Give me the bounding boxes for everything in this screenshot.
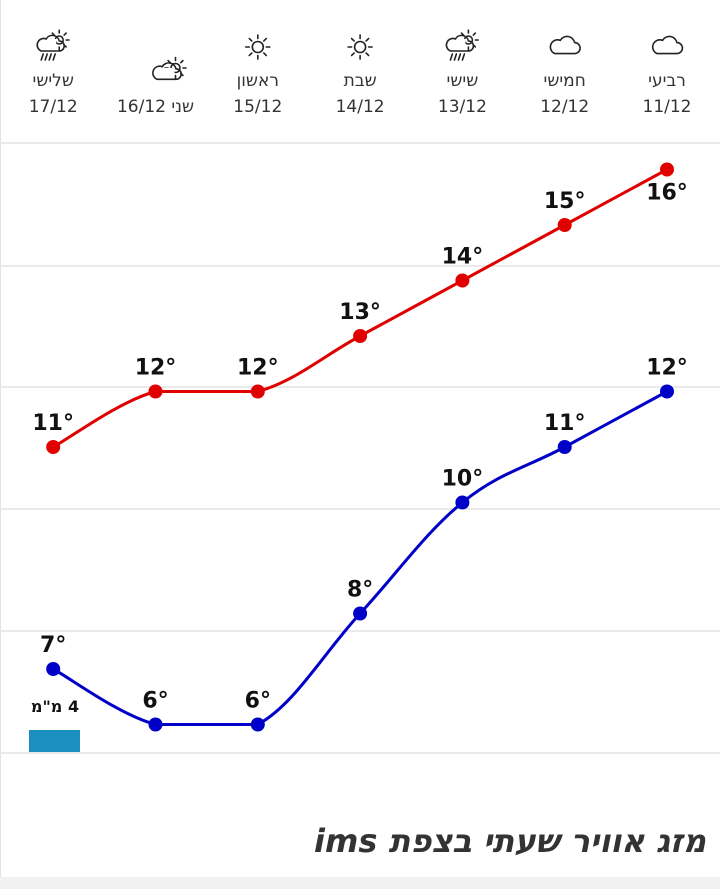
min-temp-point — [455, 495, 470, 510]
min-temp-label: 12° — [646, 356, 688, 381]
min-temp-point — [46, 662, 61, 676]
max-temp-label: 16° — [646, 181, 688, 206]
day-name: ראשון — [237, 71, 279, 91]
min-temp-point — [660, 384, 674, 399]
day-column: חמישי 12/12 — [540, 35, 589, 117]
section-title: מזג אוויר שעתי בצפת ims — [314, 822, 706, 860]
min-temp-label: 11° — [544, 411, 586, 436]
day-column: רביעי 11/12 — [643, 35, 692, 117]
cloud-icon — [651, 35, 684, 55]
max-temp-point — [250, 384, 265, 399]
sun-icon — [244, 34, 271, 60]
day-name: שישי — [447, 71, 479, 91]
data-points — [46, 162, 674, 732]
max-temp-point — [557, 218, 572, 232]
max-temp-label: 15° — [544, 189, 586, 214]
max-temp-point — [660, 162, 674, 177]
rain-bar — [29, 730, 80, 752]
max-temp-label: 14° — [442, 245, 484, 270]
max-temp-point — [148, 384, 163, 399]
rain-bars: 4 מ"מ — [29, 697, 80, 752]
sun-cloud-rain-icon — [445, 29, 479, 61]
day-date: 11/12 — [643, 97, 692, 117]
bottom-strip — [0, 877, 720, 889]
min-temp-label: 10° — [442, 467, 484, 492]
day-name: שבת — [344, 71, 377, 91]
max-temp-label: 12° — [237, 356, 279, 381]
series-lines — [52, 168, 668, 726]
min-temp-line — [52, 390, 668, 726]
min-temp-label: 7° — [40, 633, 66, 658]
day-name: שלישי — [33, 71, 74, 91]
day-column: ראשון 15/12 — [233, 34, 282, 117]
forecast-chart: רביעי 11/12 חמישי 12/12 שישי 13/12 שבת 14/12 ראש… — [0, 29, 720, 754]
day-date: 13/12 — [438, 97, 487, 117]
max-temp-point — [455, 273, 470, 288]
min-temp-point — [148, 717, 163, 732]
max-temp-label: 11° — [32, 411, 74, 436]
min-temp-point — [557, 440, 572, 454]
min-temp-label: 6° — [142, 689, 168, 714]
max-temp-label: 13° — [339, 300, 381, 325]
day-name: רביעי — [648, 71, 686, 91]
day-column: שני 16/12 — [117, 56, 194, 117]
rain-label: 4 מ"מ — [31, 697, 79, 716]
day-headers: רביעי 11/12 חמישי 12/12 שישי 13/12 שבת 14/12 ראש… — [29, 29, 692, 117]
day-column: שבת 14/12 — [336, 34, 385, 117]
sun-icon — [347, 34, 373, 60]
day-column: שלישי 17/12 — [29, 29, 78, 117]
min-temp-point — [250, 717, 265, 732]
max-temp-point — [46, 440, 61, 454]
day-date: 14/12 — [336, 97, 385, 117]
day-column: שישי 13/12 — [438, 29, 487, 117]
sun-cloud-rain-icon — [36, 29, 70, 61]
day-date: 12/12 — [540, 97, 589, 117]
min-temp-label: 8° — [347, 578, 373, 603]
day-name: שני 16/12 — [117, 97, 194, 117]
max-temp-label: 12° — [135, 356, 177, 381]
cloud-icon — [549, 35, 581, 55]
sun-cloud-icon — [152, 56, 187, 81]
max-temp-point — [353, 329, 368, 343]
left-border — [0, 0, 1, 889]
day-date: 17/12 — [29, 97, 78, 117]
temperature-labels: 16° 15° 14° 13° 12° 12° 11° 12° 11° 10° 8° 6° 6° 7° — [32, 181, 687, 714]
day-date: 15/12 — [233, 97, 282, 117]
day-name: חמישי — [544, 71, 586, 91]
min-temp-label: 6° — [245, 689, 271, 714]
gridlines — [0, 142, 720, 754]
min-temp-point — [353, 606, 368, 621]
